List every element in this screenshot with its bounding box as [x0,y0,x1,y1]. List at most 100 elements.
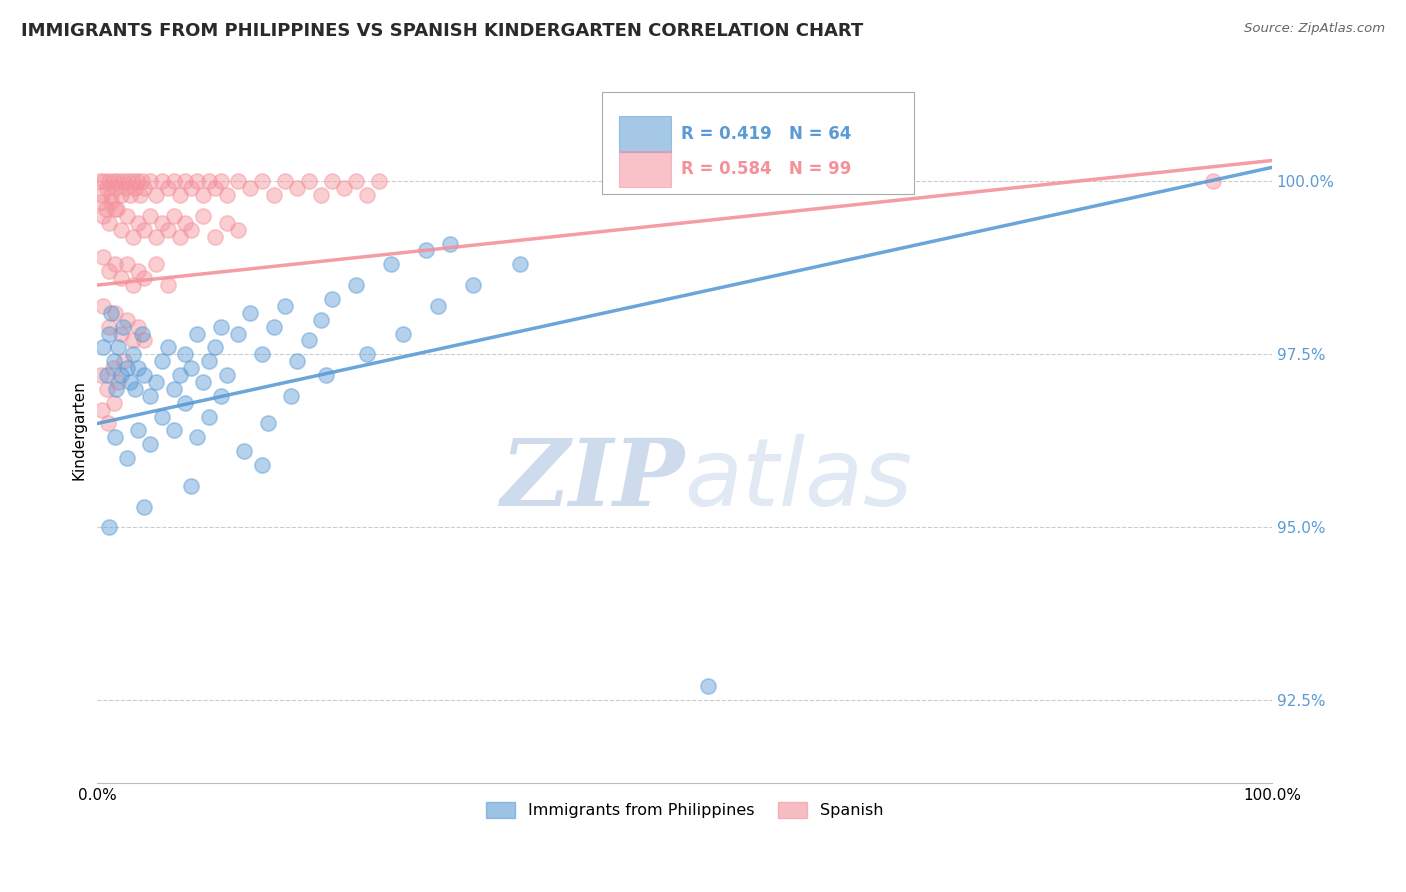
Point [91,340,114,354]
Point [239,181,262,195]
Point [139,174,162,188]
Point [110,271,132,285]
Point [93,174,115,188]
Point [121,278,143,293]
Point [174,395,197,409]
Point [233,444,256,458]
Point [134,368,156,382]
Point [110,326,132,341]
Point [104,202,127,216]
Point [121,174,143,188]
Point [98,326,121,341]
Point [104,430,127,444]
Text: ZIP: ZIP [501,434,685,524]
Point [96,181,118,195]
Point [91,209,114,223]
Point [163,382,186,396]
Point [673,174,696,188]
Point [103,354,125,368]
Point [107,375,129,389]
Point [226,174,249,188]
Point [89,174,111,188]
Point [145,375,167,389]
Point [127,216,149,230]
Point [156,223,179,237]
FancyBboxPatch shape [602,92,914,194]
Point [169,188,191,202]
Point [180,479,202,493]
Point [191,375,214,389]
Point [391,326,413,341]
Point [415,244,437,258]
Point [131,174,153,188]
Point [186,430,208,444]
Point [180,361,202,376]
Point [250,174,273,188]
Point [198,174,221,188]
Point [134,271,156,285]
Point [315,368,337,382]
Point [169,368,191,382]
Point [250,458,273,472]
Point [186,326,208,341]
Point [114,181,136,195]
Point [96,382,118,396]
Point [94,202,117,216]
Text: R = 0.419   N = 64: R = 0.419 N = 64 [681,125,852,143]
Point [98,264,121,278]
Point [131,326,153,341]
Point [91,188,114,202]
Point [104,306,127,320]
Point [134,334,156,348]
Point [321,292,343,306]
Point [368,174,391,188]
Point [90,368,112,382]
Point [298,334,321,348]
Point [145,188,167,202]
Text: R = 0.584   N = 99: R = 0.584 N = 99 [681,161,852,178]
Point [209,389,232,403]
Point [1202,174,1225,188]
Point [250,347,273,361]
Point [509,257,531,271]
Point [226,326,249,341]
Point [134,181,156,195]
Point [112,354,135,368]
Point [215,368,238,382]
Point [96,368,118,382]
Point [209,174,232,188]
FancyBboxPatch shape [619,116,671,152]
Point [127,174,149,188]
Point [145,229,167,244]
Point [163,424,186,438]
Point [204,229,226,244]
Point [100,194,122,209]
Point [139,389,162,403]
Point [150,174,173,188]
Text: atlas: atlas [685,434,912,525]
Point [356,347,378,361]
Point [186,174,208,188]
Point [156,181,179,195]
Point [115,361,138,376]
Point [439,236,461,251]
Point [180,181,202,195]
Point [112,174,135,188]
Point [191,209,214,223]
Point [127,264,149,278]
Point [134,500,156,514]
Point [191,188,214,202]
Point [110,368,132,382]
Point [100,306,122,320]
Y-axis label: Kindergarten: Kindergarten [72,381,86,481]
Point [463,278,485,293]
Point [105,181,128,195]
Point [101,361,124,376]
Point [121,229,143,244]
Point [107,340,129,354]
Point [380,257,402,271]
Point [104,257,127,271]
Point [97,417,120,431]
Point [145,257,167,271]
Point [127,424,149,438]
